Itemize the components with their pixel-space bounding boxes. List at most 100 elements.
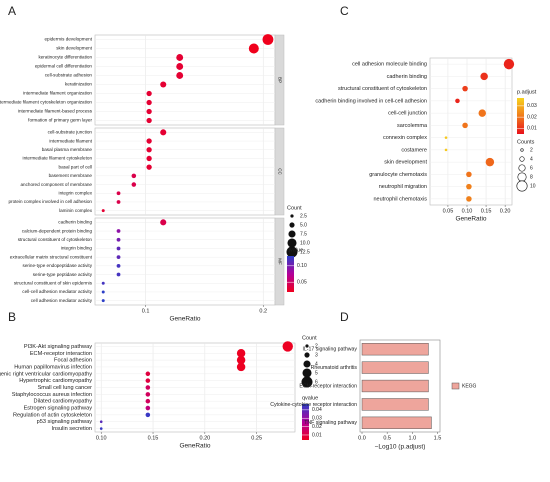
size-legend-label: 6 [530, 165, 533, 171]
dot [176, 72, 184, 79]
dot [145, 385, 151, 390]
color-legend-title: p.adjust [517, 89, 537, 95]
dot [146, 155, 152, 162]
facet-label: CC [277, 168, 282, 175]
dot [478, 109, 486, 117]
dot [146, 164, 152, 170]
size-legend-label: 5 [315, 370, 318, 376]
y-tick-label: Staphylococcus aureus infection [12, 392, 92, 398]
size-legend-key [305, 344, 309, 348]
color-legend-label: 0.01 [312, 432, 322, 438]
x-tick-label: 0.10 [96, 435, 107, 441]
size-legend-label: 2.5 [300, 213, 307, 219]
y-tick-label: costamere [401, 147, 427, 153]
panel-letter: A [8, 4, 16, 18]
y-tick-label: extracellular matrix structural constitu… [10, 254, 93, 259]
dot [145, 371, 151, 377]
y-tick-label: anchored component of membrane [20, 182, 92, 187]
y-tick-label: cell-cell adhesion mediator activity [22, 289, 92, 294]
plot-panel [94, 127, 276, 216]
dot [236, 355, 246, 365]
y-tick-label: Dilated cardiomyopathy [34, 399, 93, 405]
dot [101, 290, 105, 294]
color-legend-label: 0.04 [312, 407, 322, 413]
y-tick-label: calcium-dependent protein binding [22, 228, 93, 233]
x-tick-label: 0.1 [142, 308, 150, 314]
x-tick-label: 1.0 [408, 435, 416, 441]
dot [145, 392, 151, 397]
plot-panel [94, 217, 276, 306]
size-legend-label: 10 [530, 183, 536, 189]
y-tick-label: skin development [56, 46, 92, 51]
panel-letter: C [340, 4, 349, 18]
y-tick-label: TNF signaling pathway [304, 420, 357, 426]
y-tick-label: protein complex involved in cell adhesio… [8, 199, 92, 204]
size-legend-key [288, 230, 296, 238]
dot [444, 148, 448, 152]
facet-strip [274, 34, 285, 126]
y-tick-label: PI3K-Akt signaling pathway [24, 344, 92, 350]
y-tick-label: cadherin binding [387, 74, 427, 80]
x-tick-label: 0.05 [443, 208, 454, 214]
y-tick-label: structural constituent of skin epidermis [14, 280, 93, 285]
dot [145, 378, 151, 383]
size-legend-key [287, 238, 297, 248]
y-tick-label: Hypertrophic cardiomyopathy [19, 378, 92, 384]
dot [146, 90, 152, 97]
size-legend-title: Counts [517, 139, 535, 145]
x-tick-label: 0.20 [500, 208, 511, 214]
y-tick-label: sarcolemma [397, 123, 428, 129]
y-tick-label: intermediate filament cytoskeleton organ… [0, 100, 92, 105]
color-legend-label: 0.03 [527, 103, 537, 109]
y-tick-label: neutrophil chemotaxis [373, 196, 427, 202]
x-tick-label: 0.0 [358, 435, 366, 441]
dot [176, 63, 184, 70]
y-tick-label: intermediate filament organization [23, 91, 92, 96]
size-legend-key [516, 180, 528, 192]
dot [466, 183, 472, 190]
dot [101, 299, 105, 303]
dot [444, 136, 448, 139]
color-legend-label: 0.05 [297, 280, 307, 286]
y-tick-label: cell-cell junction [388, 111, 427, 117]
y-tick-label: p53 signaling pathway [37, 419, 93, 425]
facet-strip [274, 217, 285, 306]
y-tick-label: integrin binding [61, 246, 93, 251]
x-axis-title: GeneRatio [179, 443, 210, 450]
dot [116, 246, 121, 251]
facet-label: BP [277, 77, 282, 83]
dot [466, 171, 472, 178]
y-tick-label: Human papillomavirus infection [14, 364, 92, 370]
y-tick-label: basal part of cell [59, 164, 92, 169]
size-legend-title: Count [287, 205, 302, 211]
y-tick-label: cell-substrate junction [48, 130, 93, 135]
y-tick-label: Rheumatoid arthritis [311, 365, 358, 371]
y-tick-label: serine-type peptidase activity [33, 272, 93, 277]
size-legend-label: 12.5 [300, 249, 310, 255]
plot-panel [94, 34, 276, 126]
y-tick-label: basement membrane [49, 173, 93, 178]
dot [116, 200, 121, 204]
dot [262, 34, 274, 45]
dot [455, 98, 460, 104]
dot [116, 263, 121, 268]
dot [176, 54, 184, 61]
dot [236, 349, 246, 358]
dot [146, 99, 152, 106]
y-tick-label: intermediate filament-based process [18, 109, 93, 114]
dot [503, 58, 515, 70]
x-tick-label: 0.2 [259, 308, 267, 314]
y-tick-label: cadherin binding [58, 220, 92, 225]
dot [145, 412, 151, 418]
dot [116, 237, 121, 242]
bar [361, 379, 429, 393]
color-bar [302, 404, 309, 440]
bar [361, 343, 429, 356]
dot [146, 108, 152, 115]
size-legend-key [304, 352, 310, 358]
dot [462, 122, 468, 129]
x-tick-label: 0.15 [148, 435, 159, 441]
dot [160, 81, 167, 88]
y-tick-label: skin development [384, 160, 427, 166]
panel-letter: D [340, 310, 349, 324]
